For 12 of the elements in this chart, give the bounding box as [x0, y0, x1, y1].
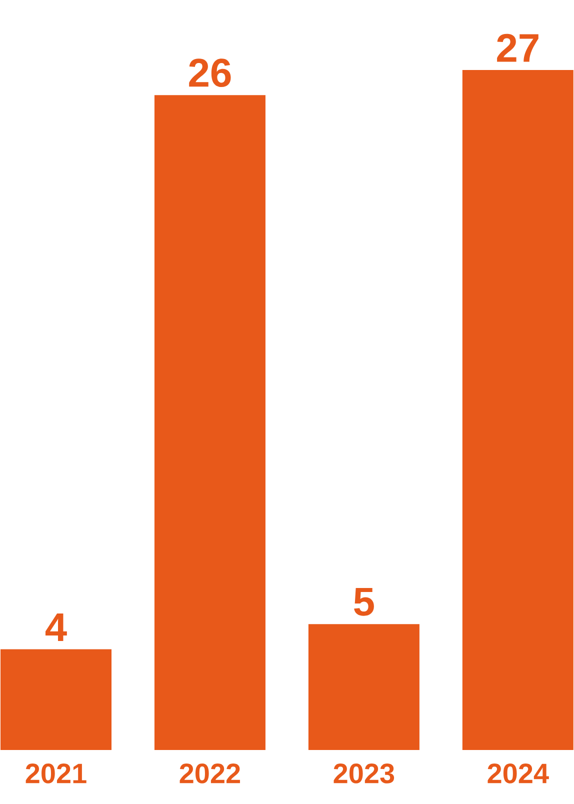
data-label: 4 — [45, 614, 67, 642]
bar — [308, 624, 420, 750]
data-label: 27 — [497, 34, 538, 62]
x-tick-label: 2022 — [180, 764, 240, 784]
data-label: 5 — [354, 588, 374, 616]
data-label: 26 — [189, 58, 231, 87]
bar — [154, 95, 266, 750]
bar — [0, 649, 112, 750]
x-tick-label: 2024 — [488, 764, 549, 784]
x-tick-label: 2023 — [334, 764, 394, 784]
bar — [462, 70, 574, 750]
x-tick-label: 2021 — [26, 764, 86, 784]
